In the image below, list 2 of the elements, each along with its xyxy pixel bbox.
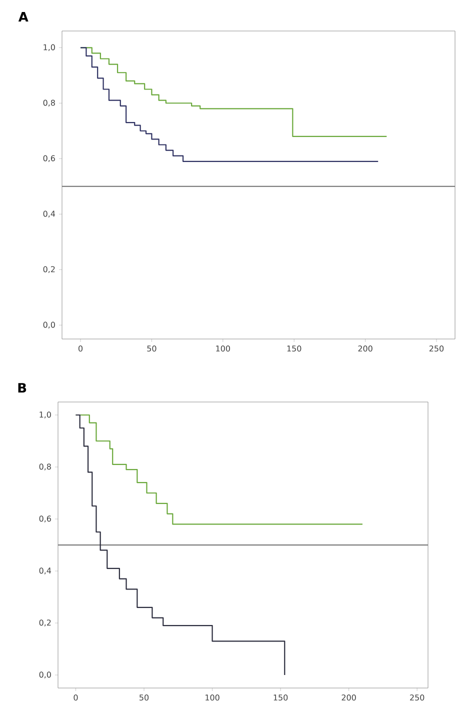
chart-title: B <box>18 383 26 392</box>
chart-title: A <box>18 12 28 22</box>
